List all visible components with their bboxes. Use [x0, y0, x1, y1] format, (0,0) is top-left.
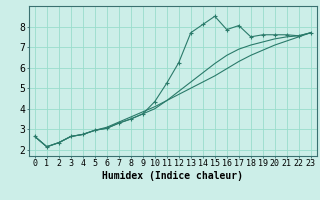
X-axis label: Humidex (Indice chaleur): Humidex (Indice chaleur): [102, 171, 243, 181]
